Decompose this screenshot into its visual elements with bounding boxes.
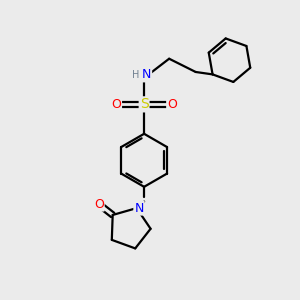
Text: O: O bbox=[167, 98, 177, 111]
Text: O: O bbox=[94, 198, 104, 211]
Text: S: S bbox=[140, 98, 148, 111]
Text: H: H bbox=[132, 70, 140, 80]
Text: N: N bbox=[142, 68, 151, 81]
Text: N: N bbox=[134, 202, 144, 214]
Text: O: O bbox=[111, 98, 121, 111]
